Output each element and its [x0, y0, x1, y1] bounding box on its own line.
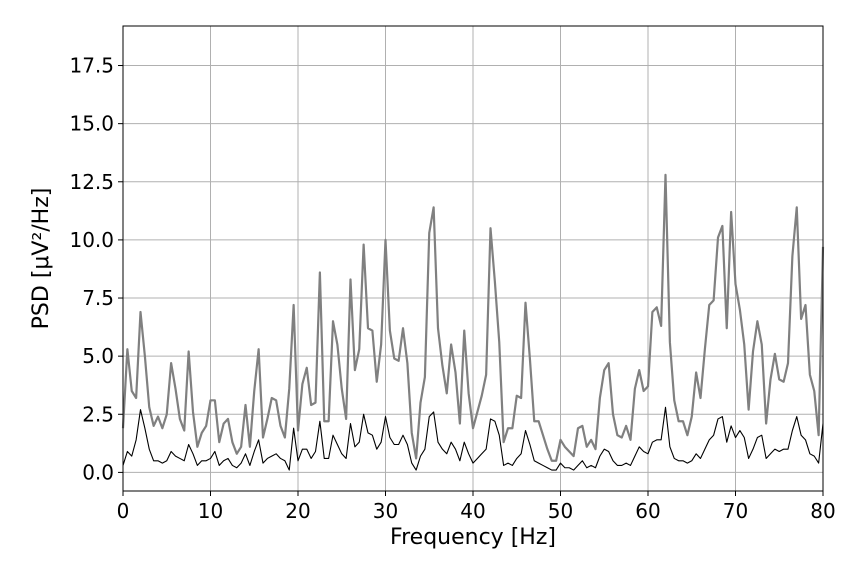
y-tick-label: 7.5 [82, 286, 114, 310]
x-tick-label: 20 [285, 499, 310, 523]
x-tick-label: 50 [548, 499, 573, 523]
y-tick-label: 5.0 [82, 344, 114, 368]
series-layer [121, 173, 825, 471]
x-tick-label: 40 [460, 499, 485, 523]
grid-lines [122, 26, 824, 491]
x-tick-label: 60 [635, 499, 660, 523]
x-tick-label: 0 [117, 499, 130, 523]
y-tick-label: 10.0 [69, 228, 114, 252]
axis-ticks: 0 10 20 30 40 50 60 70 80 0.0 2.5 5.0 7.5 10.0 12.5 15.… [69, 54, 835, 523]
x-axis-label: Frequency [Hz] [390, 525, 556, 550]
y-axis-label: PSD [μV²/Hz] [29, 188, 54, 330]
y-tick-label: 12.5 [69, 170, 114, 194]
x-tick-label: 10 [198, 499, 223, 523]
y-tick-label: 15.0 [69, 112, 114, 136]
y-tick-label: 0.0 [82, 460, 114, 484]
x-tick-label: 30 [373, 499, 398, 523]
x-tick-label: 70 [723, 499, 748, 523]
x-tick-label: 80 [810, 499, 835, 523]
series-line-1 [121, 173, 825, 462]
y-tick-label: 17.5 [69, 54, 114, 78]
series-line-2 [122, 406, 824, 471]
y-tick-label: 2.5 [82, 402, 114, 426]
